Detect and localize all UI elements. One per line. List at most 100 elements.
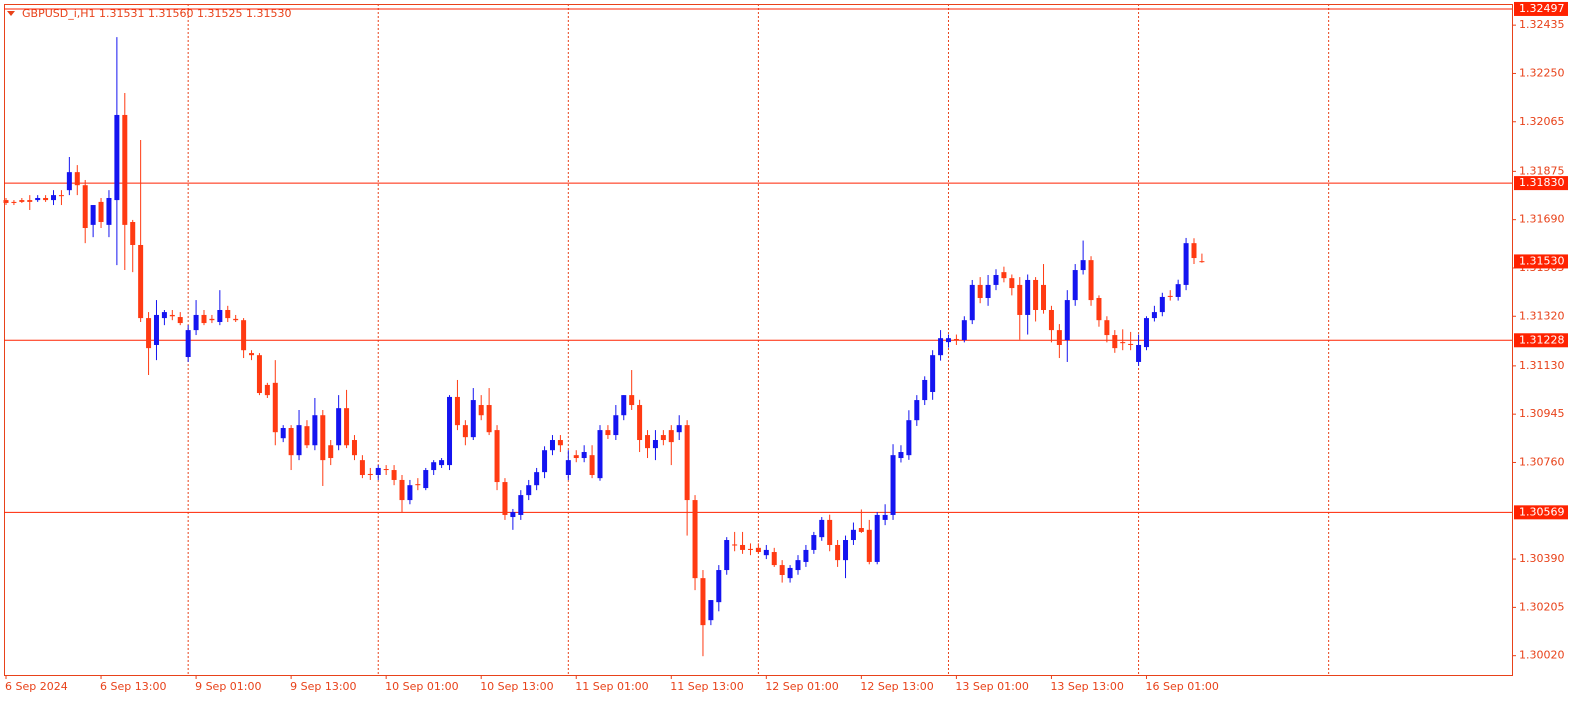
candle-body [58,195,64,197]
candle-body [1064,300,1070,341]
candle-body [597,430,603,479]
candle-body [320,415,326,461]
candle-body [304,426,310,446]
candle-body [296,425,302,456]
candle-body [19,200,25,202]
candle-body [1120,342,1126,344]
candle-body [1017,284,1023,315]
candle-body [660,435,666,441]
candle-body [470,400,476,438]
candle-body [43,197,49,201]
candle-body [549,440,555,451]
candle-body [35,197,41,201]
chart-title: GBPUSD_i,H1 1.31531 1.31560 1.31525 1.31… [22,7,291,20]
candle-body [716,570,722,603]
candle-body [953,338,959,341]
candle-body [169,314,175,317]
candle-body [177,317,183,324]
candle-body [557,440,563,446]
candle-body [930,355,936,392]
candle-body [969,284,975,321]
candle-body [1033,279,1039,310]
candle-body [1041,284,1047,310]
candle-body [478,405,484,416]
candle-body [225,309,231,319]
candle-body [732,544,738,546]
candle-body [209,318,215,321]
current-price-label: 1.31530 [1519,254,1565,267]
candle-body [1009,278,1015,289]
x-tick-label: 16 Sep 01:00 [1145,680,1218,693]
candle-body [1183,243,1189,285]
candle-body [858,528,864,532]
candle-body [1056,330,1062,345]
candle-body [344,408,350,446]
candle-body [795,560,801,571]
candle-body [106,197,112,225]
candle-body [652,440,658,449]
candle-body [763,549,769,556]
candle-body [146,318,152,349]
candle-body [399,479,405,501]
candle-body [1191,243,1197,259]
candle-body [629,395,635,406]
candle-body [510,512,516,518]
candle-body [827,519,833,545]
candle-body [375,467,381,476]
candle-body [866,529,872,562]
x-tick-label: 11 Sep 01:00 [575,680,648,693]
y-tick-label: 1.32435 [1519,18,1565,31]
candle-body [708,600,714,621]
level-label: 1.30569 [1519,505,1565,518]
y-tick-label: 1.31320 [1519,309,1565,322]
candle-body [882,514,888,520]
candle-body [1104,320,1110,336]
y-tick-label: 1.30390 [1519,552,1565,565]
candle-body [462,425,468,438]
candle-body [1048,309,1054,331]
candle-body [890,455,896,515]
candle-body [114,114,120,201]
y-tick-label: 1.31690 [1519,213,1565,226]
candle-body [874,514,880,562]
candle-body [11,201,17,203]
candle-body [153,314,159,345]
y-tick-label: 1.31875 [1519,164,1565,177]
level-label: 1.31830 [1519,176,1565,189]
candle-body [922,379,928,401]
candle-body [1167,295,1173,297]
candle-body [1025,279,1031,315]
current-price-box [1514,254,1568,269]
candle-body [27,200,33,202]
candle-body [1080,260,1086,271]
candle-body [407,485,413,501]
candle-body [605,430,611,436]
candle-body [565,460,571,476]
candle-body [581,452,587,459]
candle-body [542,450,548,473]
candle-body [518,495,524,515]
candle-body [945,338,951,343]
candle-body [977,284,983,298]
candle-body [700,578,706,626]
candle-body [161,312,167,319]
candle-body [684,425,690,501]
candle-body [779,565,785,576]
candle-body [993,275,999,285]
candle-body [328,445,334,459]
candle-body [439,460,445,466]
y-tick-label: 1.30020 [1519,649,1565,662]
y-tick-label: 1.30205 [1519,600,1565,613]
candle-body [637,405,643,441]
candle-body [130,222,136,245]
candle-body [668,430,674,443]
collapse-arrow [7,11,15,16]
candle-body [122,114,128,225]
candle-body [755,547,761,553]
candle-body [383,469,389,471]
candle-body [613,415,619,436]
candle-body [914,400,920,421]
